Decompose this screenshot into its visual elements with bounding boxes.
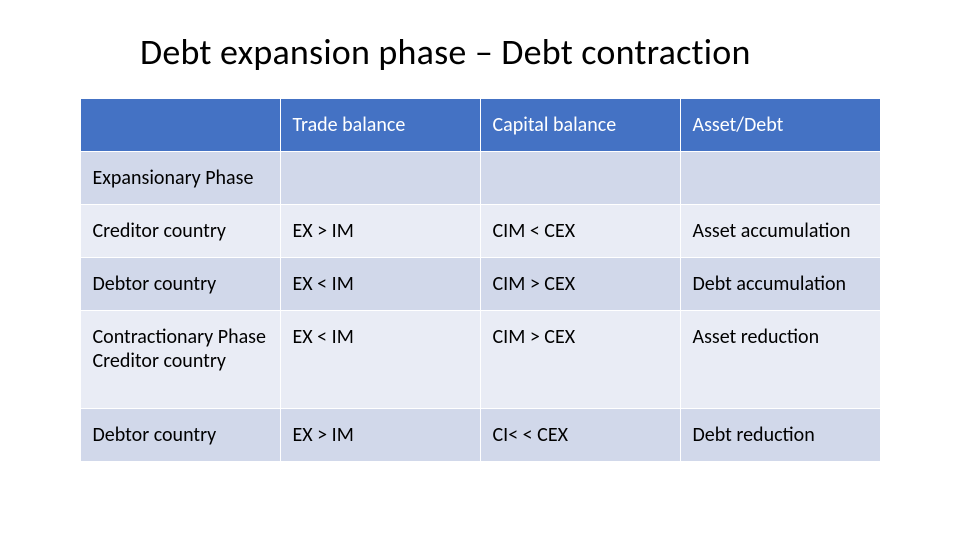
row-cell — [480, 152, 680, 205]
row-cell: EX > IM — [280, 205, 480, 258]
row-label: Debtor country — [80, 258, 280, 311]
row-label: Creditor country — [80, 205, 280, 258]
header-cell-capital: Capital balance — [480, 99, 680, 152]
table-row: Contractionary PhaseCreditor countryEX <… — [80, 311, 880, 409]
row-cell: Asset accumulation — [680, 205, 880, 258]
row-cell: EX < IM — [280, 311, 480, 409]
header-cell-trade: Trade balance — [280, 99, 480, 152]
row-cell — [280, 152, 480, 205]
table-row: Creditor countryEX > IMCIM < CEXAsset ac… — [80, 205, 880, 258]
row-cell: EX < IM — [280, 258, 480, 311]
row-cell: EX > IM — [280, 409, 480, 462]
table-row: Expansionary Phase — [80, 152, 880, 205]
row-cell: CI< < CEX — [480, 409, 680, 462]
row-cell: Debt reduction — [680, 409, 880, 462]
row-cell — [680, 152, 880, 205]
debt-phase-table: Trade balance Capital balance Asset/Debt… — [80, 98, 881, 462]
row-cell: Debt accumulation — [680, 258, 880, 311]
table-header-row: Trade balance Capital balance Asset/Debt — [80, 99, 880, 152]
table-row: Debtor countryEX < IMCIM > CEXDebt accum… — [80, 258, 880, 311]
row-cell: CIM > CEX — [480, 311, 680, 409]
table-body: Expansionary PhaseCreditor countryEX > I… — [80, 152, 880, 462]
row-cell: CIM < CEX — [480, 205, 680, 258]
row-cell: Asset reduction — [680, 311, 880, 409]
header-cell-blank — [80, 99, 280, 152]
row-label: Debtor country — [80, 409, 280, 462]
table-row: Debtor countryEX > IMCI< < CEXDebt reduc… — [80, 409, 880, 462]
header-cell-asset: Asset/Debt — [680, 99, 880, 152]
row-label: Contractionary PhaseCreditor country — [80, 311, 280, 409]
slide-title: Debt expansion phase – Debt contraction — [140, 30, 920, 74]
row-cell: CIM > CEX — [480, 258, 680, 311]
row-label: Expansionary Phase — [80, 152, 280, 205]
